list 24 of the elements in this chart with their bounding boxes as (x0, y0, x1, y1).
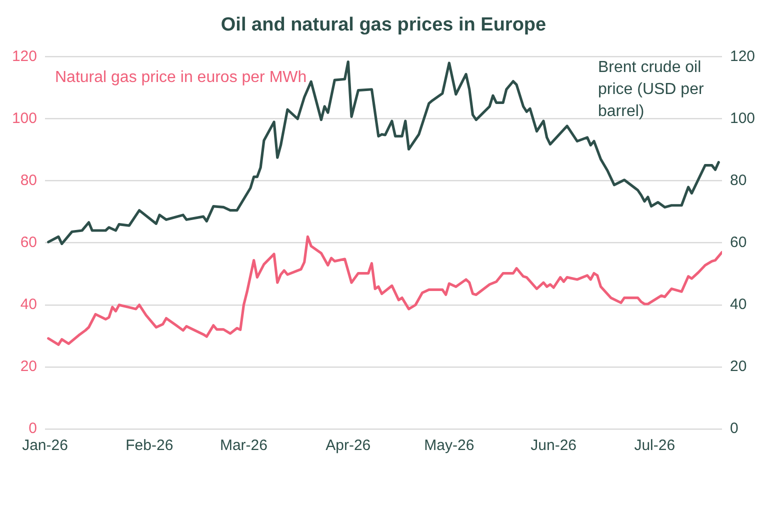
x-tick-label: May-26 (424, 437, 474, 454)
series-label: Brent crude oil price (USD per barrel) (598, 59, 704, 120)
y2-tick-label: 20 (730, 358, 747, 376)
x-tick-label: Apr-26 (326, 437, 371, 454)
y2-tick-label: 0 (730, 420, 738, 438)
x-tick-label: Jun-26 (530, 437, 577, 454)
y-tick-label: 80 (20, 172, 37, 190)
y2-tick-label: 80 (730, 172, 747, 190)
x-tick-label: Mar-26 (220, 437, 268, 454)
y2-tick-label: 60 (730, 234, 747, 252)
y-tick-label: 20 (20, 358, 37, 376)
y2-tick-label: 40 (730, 296, 747, 314)
chart-title: Oil and natural gas prices in Europe (220, 14, 546, 36)
y-tick-label: 100 (12, 110, 37, 127)
y-tick-label: 0 (28, 420, 37, 438)
y2-tick-label: 100 (730, 110, 756, 127)
x-tick-label: Jul-26 (634, 437, 676, 454)
x-tick-label: Feb-26 (126, 437, 174, 454)
y-tick-label: 40 (20, 296, 37, 314)
y-tick-label: 120 (12, 48, 37, 65)
x-tick-label: Jan-26 (22, 437, 68, 454)
y2-tick-label: 120 (730, 48, 756, 65)
y-tick-label: 60 (20, 234, 37, 252)
text: Natural gas price in euros per MWh (55, 69, 307, 86)
